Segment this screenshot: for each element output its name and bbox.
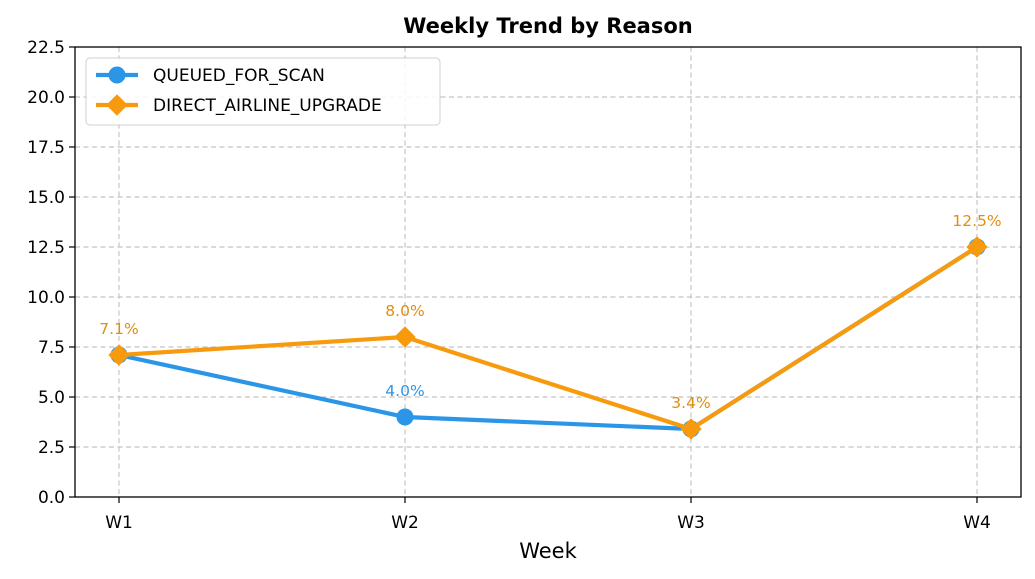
y-tick-label: 10.0	[27, 288, 65, 308]
x-axis-label: Week	[519, 539, 577, 563]
data-point	[396, 408, 414, 426]
y-tick-label: 20.0	[27, 88, 65, 108]
legend-marker	[106, 94, 128, 116]
series-line	[116, 244, 980, 432]
data-label: 4.0%	[385, 382, 424, 400]
data-label: 3.4%	[671, 394, 710, 412]
y-tick-label: 2.5	[38, 438, 65, 458]
series-direct-airline-upgrade	[108, 236, 988, 440]
y-tick-label: 5.0	[38, 388, 65, 408]
data-labels: 4.0% 7.1% 8.0% 3.4% 12.5%	[99, 212, 1001, 412]
x-tick-label: W3	[677, 513, 705, 533]
legend-label: DIRECT_AIRLINE_UPGRADE	[153, 96, 382, 116]
legend-item: QUEUED_FOR_SCAN	[96, 66, 325, 86]
y-tick-label: 12.5	[27, 238, 65, 258]
x-tick-label: W2	[391, 513, 419, 533]
legend-items: QUEUED_FOR_SCAN DIRECT_AIRLINE_UPGRADE	[96, 66, 382, 116]
data-point	[108, 344, 130, 366]
data-label: 8.0%	[385, 302, 424, 320]
chart-title: Weekly Trend by Reason	[403, 14, 692, 38]
data-label: 7.1%	[99, 320, 138, 338]
legend: QUEUED_FOR_SCAN DIRECT_AIRLINE_UPGRADE	[85, 57, 441, 126]
legend-box	[85, 57, 441, 126]
y-tick-label: 7.5	[38, 338, 65, 358]
y-tick-label: 17.5	[27, 138, 65, 158]
data-point	[966, 236, 988, 258]
data-point	[394, 326, 416, 348]
x-tick-label: W4	[963, 513, 991, 533]
legend-item: DIRECT_AIRLINE_UPGRADE	[96, 94, 382, 116]
legend-marker	[108, 66, 126, 84]
plot-frame	[74, 46, 1022, 498]
y-tick-label: 22.5	[27, 38, 65, 58]
x-tick-label: W1	[105, 513, 133, 533]
legend-label: QUEUED_FOR_SCAN	[153, 66, 325, 86]
y-tick-label: 0.0	[38, 488, 65, 508]
data-label: 12.5%	[952, 212, 1001, 230]
y-tick-label: 15.0	[27, 188, 65, 208]
y-axis-ticks: 0.0 2.5 5.0 7.5 10.0 12.5 15.0 17.5 20.0 22.5	[27, 38, 75, 508]
x-axis-ticks: W1 W2 W3 W4	[105, 497, 991, 533]
data-point	[680, 418, 702, 440]
series-layer	[108, 236, 988, 440]
